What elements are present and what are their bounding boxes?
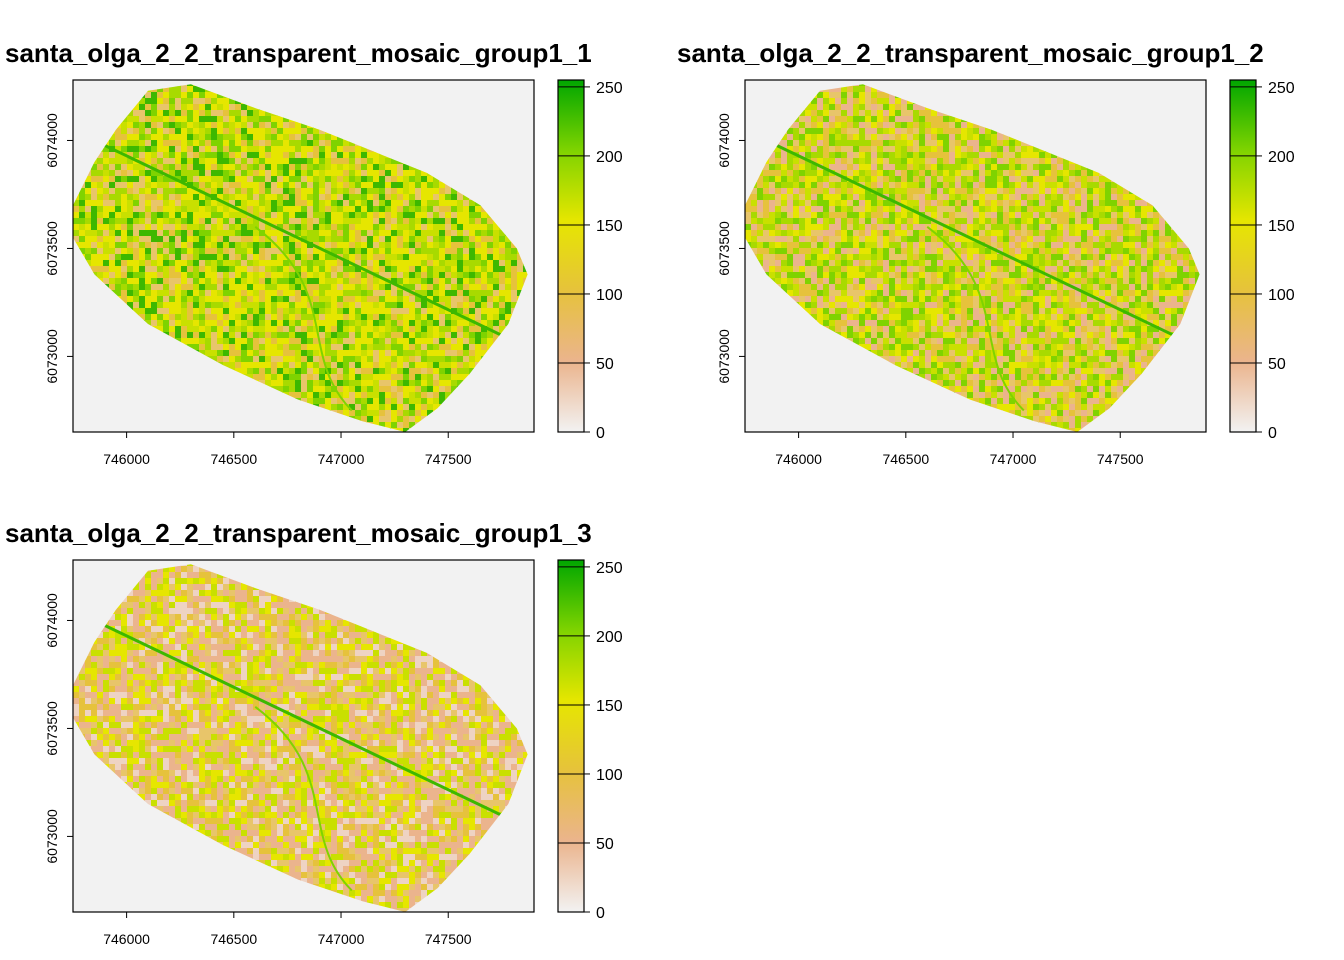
x-tick-label: 746000: [103, 451, 150, 467]
plot-frame: [72, 559, 535, 913]
legend-tick-label: 50: [596, 836, 614, 853]
legend-tick-label: 250: [1268, 80, 1295, 97]
road-feature: [93, 619, 524, 827]
legend-frame: [557, 79, 585, 433]
x-tick-label: 747500: [425, 451, 472, 467]
plot-frame: [72, 79, 535, 433]
panel-title: santa_olga_2_2_transparent_mosaic_group1…: [5, 38, 592, 68]
x-tick-label: 746500: [210, 451, 257, 467]
river-feature: [926, 226, 1025, 412]
x-tick-label: 746000: [103, 931, 150, 947]
legend-tick-label: 100: [596, 287, 623, 304]
legend-frame: [1229, 79, 1257, 433]
x-tick-label: 747500: [1097, 451, 1144, 467]
x-tick-label: 746500: [882, 451, 929, 467]
legend-tick-label: 150: [596, 218, 623, 235]
legend-tick-label: 50: [596, 356, 614, 373]
legend-tick-label: 250: [596, 560, 623, 577]
y-tick-label: 6073500: [44, 221, 60, 276]
legend-colorbar: [1230, 80, 1256, 432]
panel-title: santa_olga_2_2_transparent_mosaic_group1…: [677, 38, 1264, 68]
y-tick-label: 6074000: [44, 113, 60, 168]
raster-panel-3: santa_olga_2_2_transparent_mosaic_group1…: [5, 518, 623, 947]
legend-tick-label: 200: [1268, 149, 1295, 166]
legend-tick-label: 100: [596, 767, 623, 784]
road-feature: [765, 139, 1196, 347]
legend-colorbar: [558, 560, 584, 912]
legend-tick-label: 0: [596, 905, 605, 922]
legend-tick-label: 200: [596, 629, 623, 646]
x-tick-label: 747500: [425, 931, 472, 947]
y-tick-label: 6074000: [44, 593, 60, 648]
road-feature: [93, 139, 524, 347]
river-feature: [254, 706, 353, 892]
legend-tick-label: 200: [596, 149, 623, 166]
x-tick-label: 746000: [775, 451, 822, 467]
legend-tick-label: 0: [1268, 425, 1277, 442]
legend-tick-label: 0: [596, 425, 605, 442]
y-tick-label: 6073000: [44, 329, 60, 384]
raster-panel-2: santa_olga_2_2_transparent_mosaic_group1…: [677, 38, 1295, 467]
x-tick-label: 746500: [210, 931, 257, 947]
y-tick-label: 6073500: [716, 221, 732, 276]
x-tick-label: 747000: [318, 931, 365, 947]
y-tick-label: 6073000: [716, 329, 732, 384]
legend-tick-label: 100: [1268, 287, 1295, 304]
x-tick-label: 747000: [318, 451, 365, 467]
raster-panel-1: santa_olga_2_2_transparent_mosaic_group1…: [5, 38, 623, 467]
x-tick-label: 747000: [990, 451, 1037, 467]
panel-title: santa_olga_2_2_transparent_mosaic_group1…: [5, 518, 592, 548]
legend-frame: [557, 559, 585, 913]
legend-tick-label: 50: [1268, 356, 1286, 373]
river-feature: [254, 226, 353, 412]
y-tick-label: 6074000: [716, 113, 732, 168]
plot-frame: [744, 79, 1207, 433]
legend-tick-label: 150: [1268, 218, 1295, 235]
legend-tick-label: 250: [596, 80, 623, 97]
legend-tick-label: 150: [596, 698, 623, 715]
y-tick-label: 6073500: [44, 701, 60, 756]
y-tick-label: 6073000: [44, 809, 60, 864]
legend-colorbar: [558, 80, 584, 432]
